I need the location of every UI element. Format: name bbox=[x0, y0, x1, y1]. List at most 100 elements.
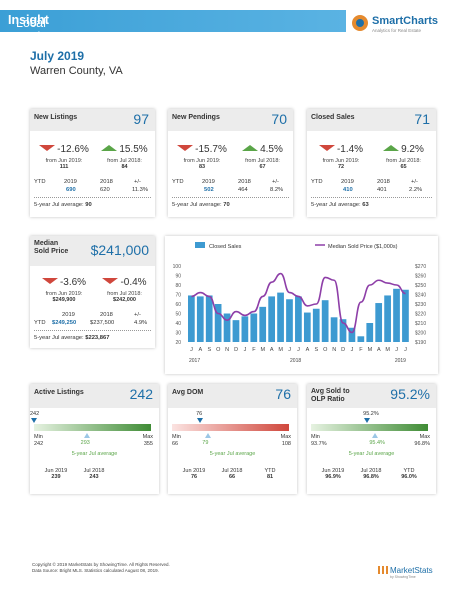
divider bbox=[172, 197, 289, 198]
gauge-max: Max 108 bbox=[280, 434, 291, 447]
sales-bar bbox=[205, 295, 213, 342]
sales-bar bbox=[357, 336, 365, 342]
legend-bar-label: Closed Sales bbox=[209, 244, 242, 250]
five-year-average: 5-year Jul average: $223,867 bbox=[34, 335, 110, 341]
history-item: Jun 2019 239 bbox=[44, 468, 68, 480]
gauge-average-marker-icon bbox=[372, 433, 379, 438]
x-tick: J bbox=[244, 347, 247, 353]
five-year-average: 5-year Jul average: 70 bbox=[172, 202, 230, 208]
x-tick: D bbox=[234, 347, 238, 353]
gauge-min: Min 242 bbox=[34, 434, 44, 447]
gauge-card-value: 242 bbox=[129, 386, 153, 402]
stat-card-value: $241,000 bbox=[90, 242, 149, 258]
history-item: YTD 81 bbox=[264, 468, 276, 480]
y-right-tick: $190 bbox=[415, 340, 426, 346]
x-tick: M bbox=[261, 347, 266, 353]
gauge-min: Min 93.7% bbox=[311, 434, 327, 447]
stat-card-title: New Pendings bbox=[172, 114, 220, 121]
sales-bar bbox=[259, 306, 267, 342]
gauge-marker-icon bbox=[197, 418, 204, 423]
x-tick: M bbox=[385, 347, 390, 353]
gauge-average-text: 5-year Jul average bbox=[71, 451, 118, 457]
stat-card-value: 97 bbox=[133, 111, 149, 127]
change-indicator: -3.6% from Jun 2019: $249,900 bbox=[34, 272, 94, 303]
history-item: Jun 2019 96.9% bbox=[321, 468, 345, 480]
year-label: 2019 bbox=[395, 358, 406, 364]
change-indicator: -1.4% from Jun 2019: 72 bbox=[311, 139, 371, 170]
change-indicator: 15.5% from Jul 2018: 84 bbox=[95, 139, 155, 170]
gauge-track bbox=[34, 424, 151, 431]
x-tick: J bbox=[351, 347, 354, 353]
arrow-up-icon bbox=[383, 144, 400, 151]
gauge-card-title: Active Listings bbox=[34, 389, 84, 396]
y-left-tick: 80 bbox=[175, 283, 181, 289]
y-left-tick: 60 bbox=[175, 302, 181, 308]
sales-bar bbox=[384, 295, 391, 342]
sales-bar bbox=[232, 320, 240, 342]
y-left-tick: 50 bbox=[175, 312, 181, 318]
sales-bar bbox=[330, 317, 338, 342]
change-indicator: -0.4% from Jul 2018: $242,000 bbox=[95, 272, 155, 303]
x-tick: A bbox=[306, 347, 310, 353]
stat-card-header: New Pendings 70 bbox=[168, 109, 293, 131]
gauge-card-header: Avg Sold to OLP Ratio 95.2% bbox=[307, 384, 436, 408]
gauge-current-label: 76 bbox=[196, 411, 203, 417]
divider bbox=[34, 197, 151, 198]
x-tick: J bbox=[288, 347, 291, 353]
sales-bar bbox=[402, 289, 409, 342]
report-county: Warren County, VA bbox=[30, 65, 123, 77]
y-right-tick: $210 bbox=[415, 321, 426, 327]
x-tick: O bbox=[216, 347, 221, 353]
x-tick: J bbox=[297, 347, 300, 353]
sales-bar bbox=[393, 288, 400, 342]
y-left-tick: 100 bbox=[173, 264, 182, 270]
y-left-tick: 30 bbox=[175, 331, 181, 337]
stat-card-title: Median Sold Price bbox=[34, 240, 69, 255]
legend-bar-swatch bbox=[195, 242, 205, 248]
gauge-card-value: 76 bbox=[275, 386, 291, 402]
x-tick: O bbox=[323, 347, 328, 353]
gauge-average-marker-icon bbox=[83, 433, 90, 438]
gauge-card: Avg DOM 76 76 Min 66 Max 108 79 5-year Jul avera… bbox=[168, 384, 297, 494]
change-indicator: 4.5% from Jul 2018: 67 bbox=[233, 139, 293, 170]
gauge-current-label: 95.2% bbox=[363, 411, 379, 417]
stat-card: Closed Sales 71 -1.4% from Jun 2019: 72 9.2% f… bbox=[307, 109, 436, 217]
smartcharts-logo-icon bbox=[352, 15, 368, 31]
x-tick: J bbox=[404, 347, 407, 353]
x-tick: D bbox=[341, 347, 345, 353]
history-item: Jun 2019 76 bbox=[182, 468, 206, 480]
five-year-average: 5-year Jul average: 63 bbox=[311, 202, 369, 208]
five-year-average: 5-year Jul average: 90 bbox=[34, 202, 92, 208]
history-item: Jul 2018 243 bbox=[83, 468, 105, 480]
trend-chart: Closed Sales Median Sold Price ($1,000s) 1… bbox=[165, 236, 438, 374]
sales-bar bbox=[277, 292, 284, 342]
y-right-tick: $230 bbox=[415, 302, 426, 308]
gauge-min: Min 66 bbox=[172, 434, 181, 447]
history-item: Jul 2018 96.8% bbox=[360, 468, 382, 480]
sales-bar bbox=[295, 296, 302, 342]
change-indicator: 9.2% from Jul 2018: 65 bbox=[374, 139, 434, 170]
y-right-tick: $250 bbox=[415, 283, 426, 289]
arrow-up-icon bbox=[242, 144, 259, 151]
sales-bar bbox=[223, 313, 231, 342]
history-item: YTD 96.0% bbox=[401, 468, 417, 480]
stat-card-header: Closed Sales 71 bbox=[307, 109, 436, 131]
y-left-tick: 70 bbox=[175, 293, 181, 299]
arrow-down-icon bbox=[177, 144, 194, 151]
gauge-average-text: 5-year Jul average bbox=[209, 451, 256, 457]
arrow-down-icon bbox=[41, 277, 58, 284]
stat-card: New Listings 97 -12.6% from Jun 2019: 111 15.… bbox=[30, 109, 155, 217]
ytd-table: YTD 2019 2018 +/- 502 464 8.2% bbox=[172, 179, 284, 193]
x-tick: S bbox=[207, 347, 211, 353]
x-tick: J bbox=[395, 347, 398, 353]
gauge-marker-icon bbox=[364, 418, 371, 423]
sales-bar bbox=[312, 308, 320, 342]
legend-line-label: Median Sold Price ($1,000s) bbox=[328, 244, 398, 250]
sales-bar bbox=[321, 300, 329, 342]
gauge-card: Avg Sold to OLP Ratio 95.2% 95.2% Min 93.7% Ma… bbox=[307, 384, 436, 494]
x-tick: M bbox=[278, 347, 283, 353]
y-right-tick: $200 bbox=[415, 331, 426, 337]
gauge-card-header: Avg DOM 76 bbox=[168, 384, 297, 408]
sales-bar bbox=[268, 296, 275, 342]
gauge-average-text: 5-year Jul average bbox=[348, 451, 395, 457]
